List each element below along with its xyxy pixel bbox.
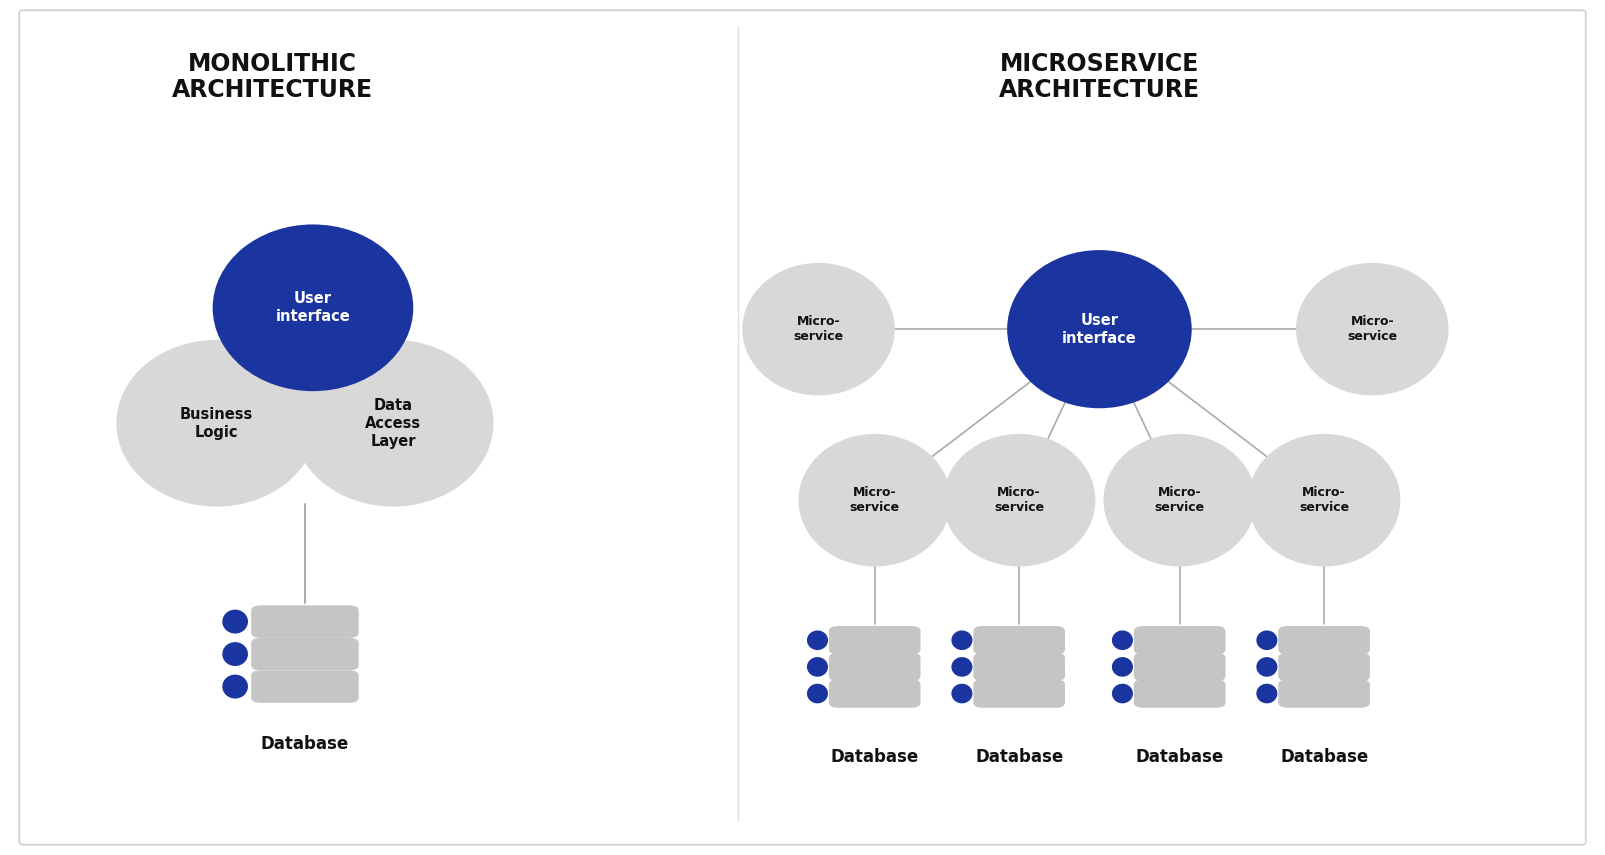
Ellipse shape [743, 263, 896, 395]
Text: Database: Database [1136, 747, 1223, 766]
Ellipse shape [944, 434, 1096, 566]
Ellipse shape [1257, 657, 1278, 676]
Ellipse shape [807, 630, 828, 650]
FancyBboxPatch shape [250, 638, 360, 670]
FancyBboxPatch shape [973, 626, 1066, 655]
Text: Micro-
service: Micro- service [993, 486, 1045, 515]
FancyBboxPatch shape [828, 679, 921, 708]
Ellipse shape [952, 657, 973, 676]
Text: Micro-
service: Micro- service [849, 486, 900, 515]
Ellipse shape [952, 630, 973, 650]
Text: Micro-
service: Micro- service [1154, 486, 1205, 515]
Text: User
interface: User interface [276, 292, 350, 324]
Text: Database: Database [976, 747, 1063, 766]
Text: MONOLITHIC
ARCHITECTURE: MONOLITHIC ARCHITECTURE [172, 51, 374, 103]
Text: Micro-
service: Micro- service [1298, 486, 1350, 515]
Ellipse shape [117, 340, 318, 506]
FancyBboxPatch shape [1133, 626, 1226, 655]
Ellipse shape [807, 657, 828, 676]
FancyBboxPatch shape [1278, 679, 1371, 708]
Ellipse shape [807, 684, 828, 704]
Ellipse shape [221, 610, 247, 634]
Ellipse shape [1249, 434, 1401, 566]
FancyBboxPatch shape [250, 670, 360, 703]
Text: Database: Database [1281, 747, 1367, 766]
FancyBboxPatch shape [973, 652, 1066, 681]
Text: Data
Access
Layer: Data Access Layer [366, 398, 421, 449]
Text: User
interface: User interface [1063, 313, 1136, 345]
Text: MICROSERVICE
ARCHITECTURE: MICROSERVICE ARCHITECTURE [998, 51, 1201, 103]
Ellipse shape [212, 225, 414, 392]
Ellipse shape [1257, 684, 1278, 704]
FancyBboxPatch shape [1278, 626, 1371, 655]
Ellipse shape [1112, 657, 1133, 676]
FancyBboxPatch shape [828, 626, 921, 655]
FancyBboxPatch shape [250, 605, 360, 638]
Ellipse shape [1008, 251, 1191, 409]
Text: Micro-
service: Micro- service [1347, 315, 1398, 344]
Ellipse shape [292, 340, 494, 506]
FancyBboxPatch shape [828, 652, 921, 681]
Text: Micro-
service: Micro- service [793, 315, 844, 344]
Ellipse shape [1104, 434, 1255, 566]
Ellipse shape [1257, 630, 1278, 650]
FancyBboxPatch shape [19, 10, 1586, 845]
FancyBboxPatch shape [1278, 652, 1371, 681]
Text: Database: Database [831, 747, 918, 766]
Ellipse shape [1297, 263, 1448, 395]
Text: Business
Logic: Business Logic [180, 407, 254, 439]
Ellipse shape [1112, 630, 1133, 650]
Ellipse shape [221, 675, 247, 699]
Ellipse shape [1112, 684, 1133, 704]
Ellipse shape [221, 642, 247, 666]
FancyBboxPatch shape [973, 679, 1066, 708]
FancyBboxPatch shape [1133, 679, 1226, 708]
Ellipse shape [799, 434, 950, 566]
FancyBboxPatch shape [1133, 652, 1226, 681]
Ellipse shape [952, 684, 973, 704]
Text: Database: Database [262, 734, 348, 753]
